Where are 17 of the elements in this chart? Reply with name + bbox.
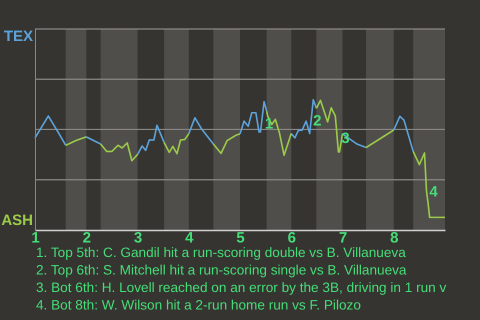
text: 1. Top 5th: C. Gandil hit a run-scoring double vs B. Villanueva	[36, 245, 406, 260]
text: ASH	[1, 212, 33, 229]
annotation: 2	[313, 112, 322, 130]
x-tick-label: 2	[82, 230, 91, 246]
x-tick-label: 3	[134, 230, 142, 246]
text: 4. Bot 8th: W. Wilson hit a 2-run home run vs F. Pilozo	[36, 298, 361, 312]
x-tick-label: 1	[31, 230, 40, 246]
annotation: 1	[264, 116, 274, 133]
text: 2. Top 6th: S. Mitchell hit a run-scoring single vs B. Villanueva	[36, 262, 407, 278]
x-tick-label: 8	[390, 230, 398, 246]
text: 3. Bot 6th: H. Lovell reached on an error by the 3B, driving in 1 run v	[36, 280, 447, 295]
x-tick-label: 4	[185, 230, 194, 246]
text: TEX	[4, 28, 33, 45]
x-tick-label: 7	[338, 230, 348, 246]
annotation: 4	[429, 184, 438, 201]
x-tick-label: 6	[288, 230, 296, 246]
x-tick-label: 5	[236, 230, 245, 246]
